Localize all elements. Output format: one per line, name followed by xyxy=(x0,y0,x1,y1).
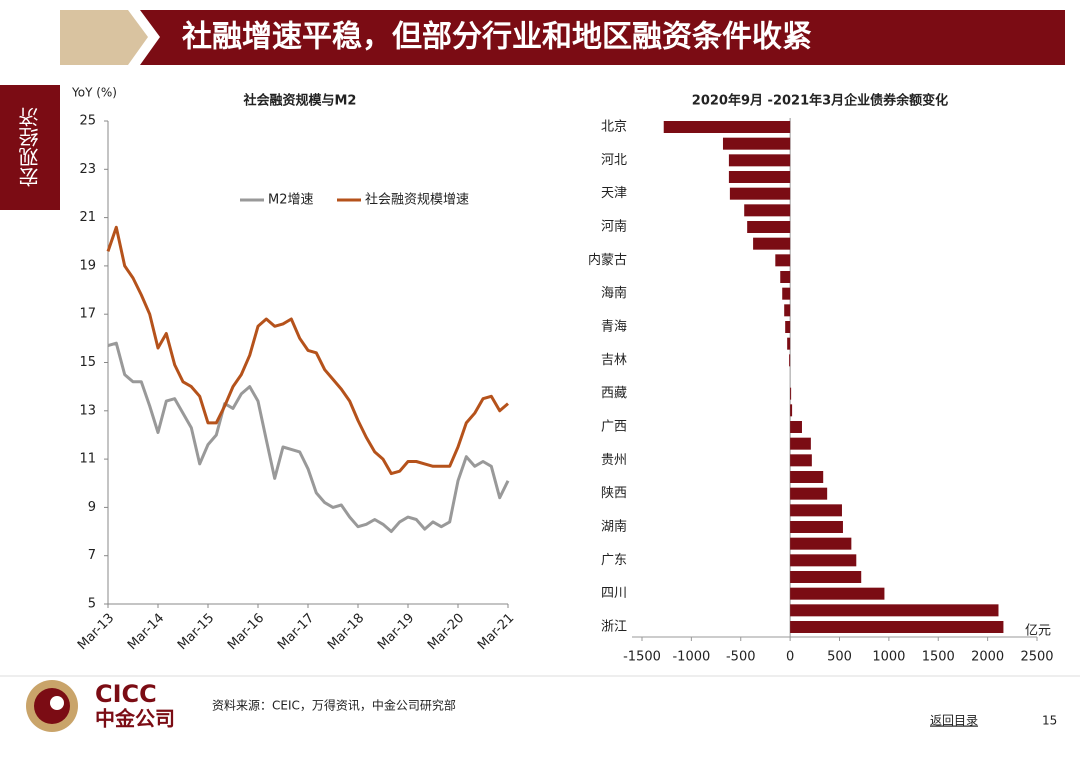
y-tick-label: 广东 xyxy=(601,553,627,568)
y-tick-label: 河北 xyxy=(601,153,627,168)
bar xyxy=(790,404,793,417)
y-tick-label: 7 xyxy=(88,548,96,563)
legend-label: 社会融资规模增速 xyxy=(365,192,469,208)
chart-title: 2020年9月 -2021年3月企业债券余额变化 xyxy=(692,93,948,109)
bar xyxy=(747,221,791,233)
bar xyxy=(775,254,791,267)
x-tick-label: Mar-16 xyxy=(225,611,267,653)
x-tick-label: 0 xyxy=(786,650,794,665)
bar xyxy=(790,471,824,483)
bar xyxy=(722,137,791,150)
y-axis-label: YoY (%) xyxy=(71,86,117,100)
bar xyxy=(790,521,843,533)
y-tick-label: 25 xyxy=(79,114,96,129)
bar xyxy=(790,537,852,550)
bar xyxy=(790,621,1004,633)
y-tick-label: 11 xyxy=(79,452,96,467)
section-tab xyxy=(0,85,60,210)
x-tick-label: 500 xyxy=(827,650,852,665)
line-chart: 社会融资规模与M2 YoY (%) 5 7 9 11 13 15 17 19 21 23 25 Mar-1… xyxy=(71,86,517,654)
bar xyxy=(789,354,791,367)
logo-en: CICC xyxy=(95,680,157,708)
bar xyxy=(785,321,791,333)
x-tick-label: Mar-15 xyxy=(175,611,217,653)
x-tick-label: -500 xyxy=(726,650,756,665)
y-tick-label: 15 xyxy=(79,355,96,370)
bar-chart: 2020年9月 -2021年3月企业债券余额变化 -1500 -1000 -500 0 5… xyxy=(588,93,1054,665)
x-tick-label: Mar-20 xyxy=(425,611,467,653)
bar xyxy=(790,587,885,600)
source-note: 资料来源：CEIC，万得资讯，中金公司研究部 xyxy=(212,698,456,713)
bar xyxy=(663,121,791,133)
x-tick-label: Mar-13 xyxy=(75,611,117,653)
header-title: 社融增速平稳，但部分行业和地区融资条件收紧 xyxy=(182,20,812,55)
x-tick-label: -1500 xyxy=(623,650,661,665)
logo-cn: 中金公司 xyxy=(95,707,175,731)
bar xyxy=(790,504,842,517)
chart-title: 社会融资规模与M2 xyxy=(243,93,357,109)
x-tick-label: 1000 xyxy=(872,650,905,665)
y-tick-label: 天津 xyxy=(601,186,627,201)
y-tick-label: 西藏 xyxy=(601,386,627,401)
bar xyxy=(782,287,791,300)
y-tick-label: 21 xyxy=(79,210,96,225)
bar xyxy=(744,204,791,217)
bar xyxy=(784,304,791,317)
bar xyxy=(728,171,791,183)
bar xyxy=(790,421,802,433)
back-link[interactable]: 返回目录 xyxy=(930,714,978,728)
y-tick-label: 吉林 xyxy=(601,353,627,368)
y-tick-label: 河南 xyxy=(601,219,627,235)
bar xyxy=(790,571,862,583)
header-banner xyxy=(140,10,1065,65)
bar xyxy=(790,604,999,617)
bar xyxy=(790,554,857,567)
bar xyxy=(787,337,791,350)
y-tick-label: 17 xyxy=(79,307,96,322)
x-tick-label: Mar-18 xyxy=(325,611,367,653)
y-tick-label: 海南 xyxy=(601,285,627,301)
line-series xyxy=(107,341,510,533)
bar xyxy=(790,437,811,450)
line-series xyxy=(106,225,509,476)
x-tick-label: Mar-19 xyxy=(375,611,417,653)
y-tick-label: 贵州 xyxy=(601,453,627,468)
y-tick-label: 广西 xyxy=(601,420,627,435)
page-number: 15 xyxy=(1042,714,1057,728)
logo-dot xyxy=(50,696,64,710)
y-tick-label: 陕西 xyxy=(601,486,627,501)
y-tick-label: 湖南 xyxy=(601,519,627,535)
bar xyxy=(753,237,791,250)
y-tick-label: 5 xyxy=(88,597,96,612)
section-label: 宏观经济 xyxy=(18,107,42,187)
x-tick-label: 2000 xyxy=(971,650,1004,665)
bar xyxy=(728,154,791,167)
y-tick-label: 23 xyxy=(79,162,96,177)
bar xyxy=(790,387,792,400)
x-tick-label: -1000 xyxy=(672,650,710,665)
bar xyxy=(790,487,828,500)
y-tick-label: 内蒙古 xyxy=(588,252,627,268)
y-tick-label: 四川 xyxy=(601,586,627,601)
x-tick-label: 1500 xyxy=(922,650,955,665)
y-tick-label: 青海 xyxy=(601,320,627,335)
bar xyxy=(729,187,791,200)
y-tick-label: 北京 xyxy=(601,120,627,135)
y-tick-label: 13 xyxy=(79,403,96,418)
y-tick-label: 浙江 xyxy=(601,620,627,635)
bar xyxy=(790,454,812,467)
legend-label: M2增速 xyxy=(268,193,314,208)
bar xyxy=(780,271,791,283)
x-tick-label: Mar-17 xyxy=(275,611,317,653)
x-tick-label: Mar-21 xyxy=(475,611,517,653)
unit-label: 亿元 xyxy=(1025,624,1051,639)
x-tick-label: Mar-14 xyxy=(125,611,167,653)
x-tick-label: 2500 xyxy=(1020,650,1053,665)
header-chevron xyxy=(60,10,148,65)
y-tick-label: 9 xyxy=(88,500,96,515)
y-tick-label: 19 xyxy=(79,258,96,273)
